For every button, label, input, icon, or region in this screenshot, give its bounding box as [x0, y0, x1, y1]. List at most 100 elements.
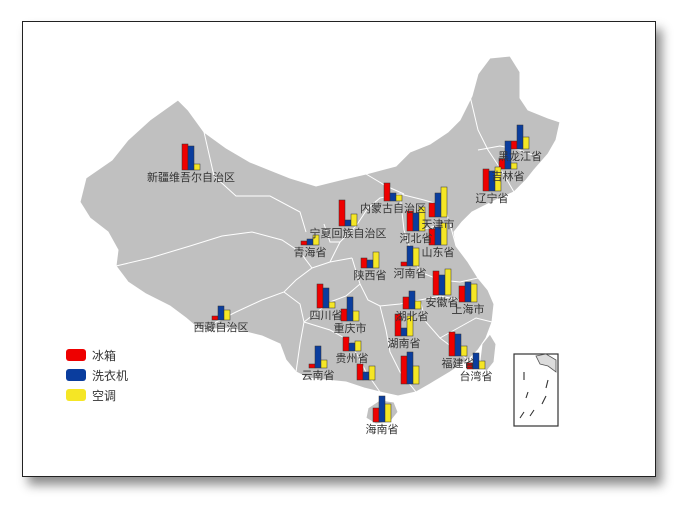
province-label-13: 安徽省: [426, 295, 459, 309]
province-label-7: 青海省: [294, 245, 327, 259]
bar-2-2[interactable]: [522, 136, 530, 150]
bar-17-0[interactable]: [402, 296, 410, 310]
bar-1-1[interactable]: [217, 305, 225, 321]
bar-23-1[interactable]: [362, 371, 370, 381]
bar-3-1[interactable]: [504, 140, 512, 170]
bar-7-0[interactable]: [300, 240, 308, 246]
bar-17-1[interactable]: [408, 290, 416, 310]
bar-14-0[interactable]: [458, 285, 466, 303]
province-label-22: 云南省: [302, 369, 335, 382]
province-label-14: 上海市: [452, 302, 485, 316]
province-label-9: 河北省: [400, 232, 433, 245]
south-china-sea-inset: [513, 353, 559, 427]
legend-item-washer[interactable]: 洗衣机: [66, 365, 128, 385]
bar-19-1[interactable]: [348, 342, 356, 352]
bar-12-1[interactable]: [406, 245, 414, 267]
bar-6-2[interactable]: [350, 213, 358, 227]
bar-20-1[interactable]: [454, 333, 462, 357]
bar-13-1[interactable]: [438, 274, 446, 296]
legend-swatch-fridge: [66, 349, 86, 361]
bar-25-1[interactable]: [378, 395, 386, 423]
bar-10-0[interactable]: [428, 202, 436, 218]
bar-2-0[interactable]: [510, 140, 518, 150]
province-label-25: 海南省: [366, 422, 399, 436]
bar-23-2[interactable]: [368, 365, 376, 381]
bar-2-1[interactable]: [516, 124, 524, 150]
bar-18-0[interactable]: [394, 313, 402, 337]
bar-25-2[interactable]: [384, 403, 392, 423]
province-label-6: 宁夏回族自治区: [310, 226, 387, 240]
province-label-3: 吉林省: [492, 169, 525, 183]
province-label-1: 西藏自治区: [194, 320, 249, 334]
bar-15-0[interactable]: [316, 283, 324, 309]
bar-15-1[interactable]: [322, 287, 330, 309]
bar-24-1[interactable]: [406, 351, 414, 385]
bar-10-1[interactable]: [434, 192, 442, 218]
bar-22-1[interactable]: [314, 345, 322, 369]
province-label-4: 辽宁省: [476, 191, 509, 205]
province-label-8: 陕西省: [354, 268, 387, 282]
bar-4-2[interactable]: [494, 166, 502, 192]
bar-25-0[interactable]: [372, 407, 380, 423]
bar-1-2[interactable]: [223, 309, 231, 321]
province-label-11: 山东省: [422, 246, 455, 259]
bar-14-2[interactable]: [470, 283, 478, 303]
bar-23-0[interactable]: [356, 363, 364, 381]
legend-item-ac[interactable]: 空调: [66, 385, 128, 405]
bar-21-2[interactable]: [478, 360, 486, 370]
bar-9-1[interactable]: [412, 212, 420, 232]
province-borders: [115, 95, 541, 393]
bar-6-1[interactable]: [344, 219, 352, 227]
bar-1-0[interactable]: [211, 315, 219, 321]
legend-label-fridge: 冰箱: [92, 348, 117, 363]
bar-8-2[interactable]: [372, 251, 380, 269]
bar-0-2[interactable]: [193, 163, 201, 171]
bar-12-2[interactable]: [412, 247, 420, 267]
bar-5-2[interactable]: [395, 194, 403, 202]
bar-18-1[interactable]: [400, 327, 408, 337]
bar-24-0[interactable]: [400, 355, 408, 385]
bar-24-2[interactable]: [412, 365, 420, 385]
bar-18-2[interactable]: [406, 315, 414, 337]
bar-19-0[interactable]: [342, 336, 350, 352]
bar-20-2[interactable]: [460, 345, 468, 357]
province-label-21: 台湾省: [460, 369, 493, 383]
bar-22-0[interactable]: [308, 363, 316, 369]
bar-0-0[interactable]: [181, 143, 189, 171]
bar-15-2[interactable]: [328, 301, 336, 309]
province-label-19: 贵州省: [336, 352, 369, 365]
bar-6-0[interactable]: [338, 199, 346, 227]
province-label-12: 河南省: [394, 267, 427, 280]
bar-14-1[interactable]: [464, 281, 472, 303]
bar-16-2[interactable]: [352, 310, 360, 322]
bar-7-2[interactable]: [312, 234, 320, 246]
bar-17-2[interactable]: [414, 300, 422, 310]
bar-10-2[interactable]: [440, 186, 448, 218]
legend-swatch-washer: [66, 369, 86, 381]
bars-layer: [181, 124, 530, 423]
bar-13-2[interactable]: [444, 268, 452, 296]
bar-8-0[interactable]: [360, 257, 368, 269]
bar-12-0[interactable]: [400, 261, 408, 267]
province-label-17: 湖北省: [396, 310, 429, 323]
bar-8-1[interactable]: [366, 259, 374, 269]
bar-19-2[interactable]: [354, 340, 362, 352]
province-label-20: 福建省: [442, 356, 475, 370]
bar-3-2[interactable]: [510, 162, 518, 170]
bar-11-2[interactable]: [440, 222, 448, 246]
bar-0-1[interactable]: [187, 145, 195, 171]
province-label-2: 黑龙江省: [498, 150, 542, 163]
legend: 冰箱 洗衣机 空调: [66, 345, 128, 405]
bar-16-1[interactable]: [346, 296, 354, 322]
bar-4-0[interactable]: [482, 168, 490, 192]
bar-13-0[interactable]: [432, 270, 440, 296]
bar-22-2[interactable]: [320, 359, 328, 369]
bar-5-1[interactable]: [389, 192, 397, 202]
bar-5-0[interactable]: [383, 182, 391, 202]
province-label-18: 湖南省: [388, 337, 421, 350]
bar-20-0[interactable]: [448, 331, 456, 357]
legend-item-fridge[interactable]: 冰箱: [66, 345, 128, 365]
bar-9-2[interactable]: [418, 206, 426, 232]
